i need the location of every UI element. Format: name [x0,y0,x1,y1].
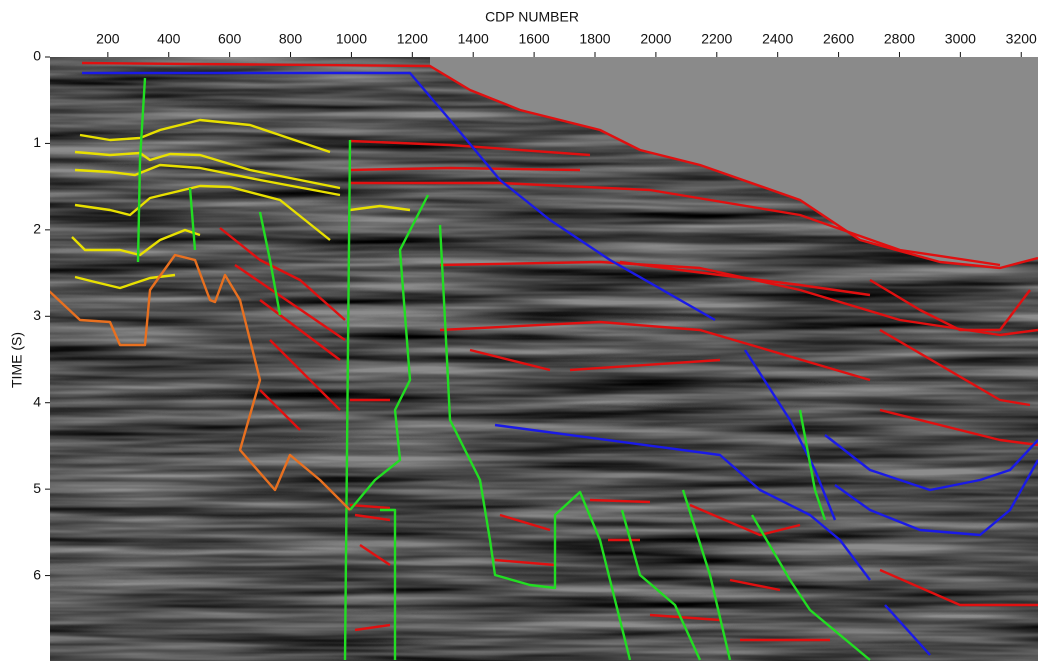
seismic-image [50,57,1038,661]
x-tick-label: 1000 [336,31,367,47]
blue-horizons [82,71,1038,656]
x-tick-label: 800 [279,31,303,47]
y-tick-label: 2 [33,221,41,237]
x-tick-label: 1400 [458,31,489,47]
basement-outline [50,253,351,511]
y-tick-label: 1 [33,134,41,150]
y-tick-label: 6 [33,566,41,582]
yellow-horizons [71,118,411,290]
x-tick-label: 600 [218,31,242,47]
x-tick-label: 2600 [823,31,854,47]
x-axis-title: CDP NUMBER [485,9,579,25]
y-tick-label: 0 [33,48,41,64]
x-tick-label: 2800 [884,31,915,47]
y-axis-title: TIME (S) [9,332,25,388]
x-tick-label: 200 [96,31,120,47]
red-horizons [81,61,1038,642]
x-tick-label: 3200 [1006,31,1037,47]
x-tick-label: 400 [157,31,181,47]
x-tick-label: 1200 [397,31,428,47]
y-tick-label: 3 [33,307,41,323]
y-tick-label: 4 [33,393,41,409]
x-tick-label: 2400 [762,31,793,47]
x-tick-label: 3000 [945,31,976,47]
x-tick-label: 1800 [579,31,610,47]
faults [136,77,871,661]
x-tick-label: 2200 [701,31,732,47]
x-tick-label: 2000 [640,31,671,47]
y-tick-label: 5 [33,480,41,496]
water-column [430,57,1038,268]
x-tick-label: 1600 [519,31,550,47]
